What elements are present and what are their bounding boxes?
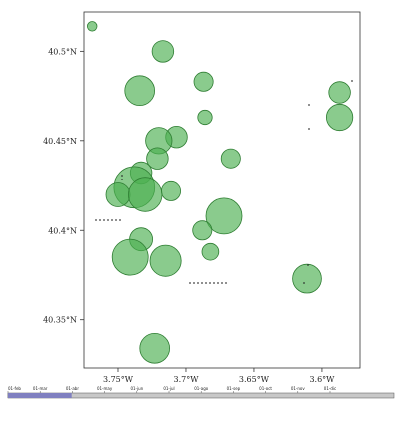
timeline-month-label: 01-oct: [259, 386, 272, 391]
timeline-month-label: 01-sep: [227, 386, 241, 391]
data-circle[interactable]: [111, 238, 149, 276]
x-tick-label: 3.6°W: [309, 375, 335, 384]
timeline-month-label: 01-mar: [33, 386, 48, 391]
timeline-month-label: 01-nov: [291, 386, 306, 391]
data-circle[interactable]: [139, 332, 171, 364]
x-tick-label: 3.75°W: [103, 375, 134, 384]
data-circle[interactable]: [149, 244, 182, 277]
timeline-slider[interactable]: 01-feb 01-mar 01-abr 01-may 01-jun 01-jul 01-a…: [7, 386, 395, 399]
timeline-month-label: 01-feb: [8, 386, 21, 391]
data-circle[interactable]: [105, 182, 131, 207]
x-tick-label: 3.65°W: [239, 375, 270, 384]
data-circle[interactable]: [193, 71, 214, 92]
y-tick-label: 40.5°N: [48, 47, 77, 56]
y-tick-label: 40.45°N: [43, 137, 77, 146]
data-circle[interactable]: [192, 220, 213, 241]
data-circle[interactable]: [127, 177, 163, 212]
timeline-month-label: 01-ago: [194, 386, 209, 391]
timeline-progress: [8, 393, 72, 398]
dashed-fragments: [95, 80, 353, 284]
data-circle[interactable]: [292, 263, 322, 294]
data-circle[interactable]: [146, 147, 169, 170]
data-circle[interactable]: [160, 180, 181, 201]
y-tick-label: 40.4°N: [48, 226, 77, 235]
data-circle[interactable]: [124, 75, 155, 106]
timeline-month-label: 01-dic: [324, 386, 336, 391]
data-circle[interactable]: [325, 103, 354, 132]
timeline-month-label: 01-abr: [66, 386, 80, 391]
timeline-month-label: 01-may: [97, 386, 113, 391]
timeline-month-label: 01-jul: [163, 386, 174, 391]
data-circle[interactable]: [151, 40, 175, 63]
y-tick-label: 40.35°N: [43, 316, 77, 325]
timeline-month-label: 01-jun: [130, 386, 143, 391]
y-axis: 40.5°N 40.45°N 40.4°N 40.35°N: [43, 47, 84, 325]
circles-layer: [86, 21, 354, 364]
x-axis: 3.75°W 3.7°W 3.65°W 3.6°W: [103, 368, 335, 384]
data-circle[interactable]: [220, 148, 241, 169]
data-circle[interactable]: [201, 242, 220, 261]
x-tick-label: 3.7°W: [173, 375, 199, 384]
data-circle[interactable]: [328, 81, 351, 104]
data-circle[interactable]: [205, 197, 243, 235]
data-circle[interactable]: [86, 21, 98, 32]
data-circle[interactable]: [197, 109, 213, 126]
